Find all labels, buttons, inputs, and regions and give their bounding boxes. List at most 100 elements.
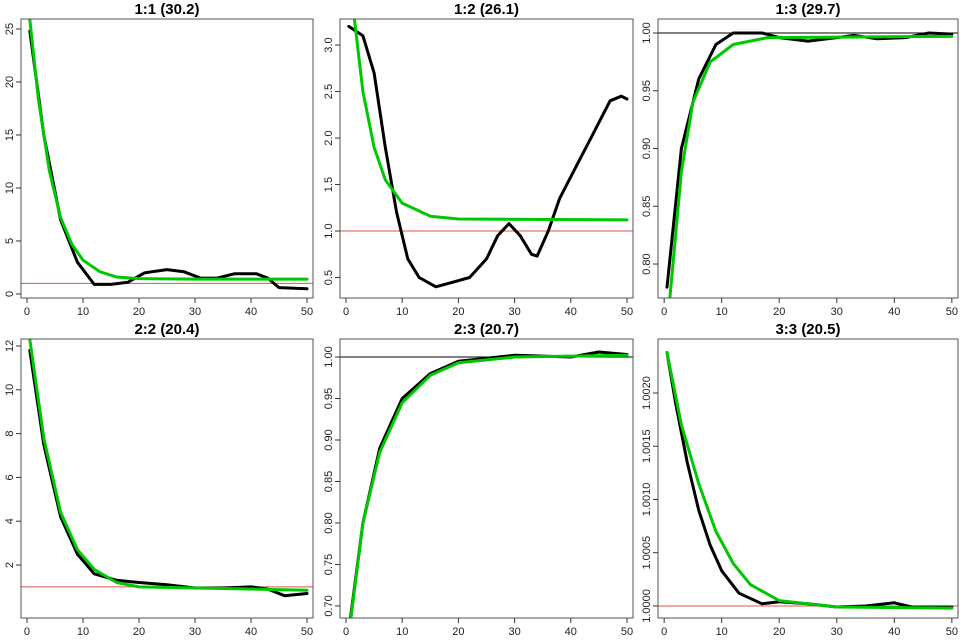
y-tick-label: 20 bbox=[4, 76, 16, 88]
x-tick-label: 50 bbox=[621, 306, 633, 318]
panel-title: 3:3 (20.5) bbox=[775, 321, 840, 338]
y-tick-label: 6 bbox=[4, 474, 16, 480]
y-tick-label: 25 bbox=[4, 23, 16, 35]
series-observed bbox=[28, 348, 309, 598]
x-tick-label: 40 bbox=[888, 306, 900, 318]
y-tick-label: 3.0 bbox=[323, 37, 335, 52]
panel-5: 2:3 (20.7) 0 10 20 30 40 50 0.70 0.75 0.80 0.85 0.9… bbox=[323, 321, 634, 638]
x-tick-label: 20 bbox=[133, 306, 145, 318]
y-tick-label: 1.00 bbox=[641, 22, 653, 43]
x-tick-label: 30 bbox=[831, 626, 843, 638]
plot-frame bbox=[339, 18, 634, 299]
x-tick-label: 10 bbox=[396, 626, 408, 638]
x-tick-label: 0 bbox=[24, 626, 30, 638]
y-tick-label: 2 bbox=[4, 562, 16, 568]
series-observed bbox=[665, 31, 954, 289]
y-tick-label: 10 bbox=[4, 384, 16, 396]
series-fit bbox=[668, 34, 954, 298]
y-tick-label: 0.95 bbox=[641, 80, 653, 101]
panel-title: 2:3 (20.7) bbox=[454, 321, 519, 338]
y-tick-label: 1.0010 bbox=[641, 483, 653, 517]
x-tick-label: 50 bbox=[621, 626, 633, 638]
x-tick-label: 50 bbox=[301, 626, 313, 638]
y-tick-label: 1.00 bbox=[323, 346, 335, 367]
y-tick-label: 1.0000 bbox=[641, 589, 653, 623]
plot-frame bbox=[20, 338, 314, 619]
y-tick-label: 12 bbox=[4, 340, 16, 352]
x-tick-label: 0 bbox=[661, 626, 667, 638]
panel-title: 1:3 (29.7) bbox=[775, 1, 840, 18]
plot-area bbox=[21, 19, 313, 291]
plot-frame bbox=[339, 338, 634, 619]
plot-area bbox=[340, 350, 633, 618]
panel-1: 1:1 (30.2) 0 10 20 30 40 50 0 5 10 15 20 25 bbox=[4, 1, 314, 318]
y-tick-label: 0.95 bbox=[323, 388, 335, 409]
x-tick-label: 40 bbox=[888, 626, 900, 638]
y-tick-label: 0.90 bbox=[323, 429, 335, 450]
y-tick-label: 0.70 bbox=[323, 595, 335, 616]
panel-2: 1:2 (26.1) 0 10 20 30 40 50 0.5 1.0 1.5 2.0 2.5 3.0 bbox=[323, 1, 634, 318]
series-observed bbox=[665, 351, 954, 609]
x-tick-label: 0 bbox=[661, 306, 667, 318]
y-tick-label: 0.5 bbox=[323, 270, 335, 285]
y-tick-label: 2.0 bbox=[323, 130, 335, 145]
y-tick-label: 0.80 bbox=[641, 253, 653, 274]
series-fit bbox=[349, 353, 629, 618]
x-tick-label: 10 bbox=[716, 626, 728, 638]
x-tick-label: 40 bbox=[565, 626, 577, 638]
y-tick-label: 1.5 bbox=[323, 177, 335, 192]
x-tick-label: 20 bbox=[133, 626, 145, 638]
y-tick-label: 4 bbox=[4, 518, 16, 524]
y-tick-label: 0.85 bbox=[323, 471, 335, 492]
x-tick-label: 40 bbox=[245, 626, 257, 638]
x-tick-label: 10 bbox=[77, 626, 89, 638]
series-fit bbox=[665, 351, 954, 610]
x-tick-label: 20 bbox=[773, 626, 785, 638]
x-tick-label: 50 bbox=[301, 306, 313, 318]
x-tick-label: 20 bbox=[452, 306, 464, 318]
panel-title: 1:2 (26.1) bbox=[454, 1, 519, 18]
plot-area bbox=[21, 339, 313, 598]
series-observed bbox=[348, 350, 629, 618]
y-tick-label: 0.75 bbox=[323, 554, 335, 575]
panel-3: 1:3 (29.7) 0 10 20 30 40 50 0.80 0.85 0.90 0.95 1.0… bbox=[641, 1, 959, 318]
x-tick-label: 30 bbox=[189, 306, 201, 318]
x-tick-label: 10 bbox=[396, 306, 408, 318]
plot-frame bbox=[20, 18, 314, 299]
series-observed bbox=[347, 24, 629, 289]
x-tick-label: 30 bbox=[508, 306, 520, 318]
x-tick-label: 40 bbox=[245, 306, 257, 318]
plot-area bbox=[340, 19, 633, 289]
y-tick-label: 0 bbox=[4, 291, 16, 297]
series-fit bbox=[28, 19, 309, 281]
y-tick-label: 10 bbox=[4, 182, 16, 194]
y-tick-label: 0.80 bbox=[323, 512, 335, 533]
y-tick-label: 15 bbox=[4, 129, 16, 141]
series-observed bbox=[28, 29, 309, 291]
panel-6: 3:3 (20.5) 0 10 20 30 40 50 1.0000 1.0005 1.0010 1… bbox=[641, 321, 959, 638]
x-tick-label: 30 bbox=[508, 626, 520, 638]
y-tick-label: 1.0 bbox=[323, 223, 335, 238]
y-tick-label: 0.85 bbox=[641, 196, 653, 217]
panel-title: 2:2 (20.4) bbox=[134, 321, 199, 338]
x-tick-label: 20 bbox=[452, 626, 464, 638]
y-tick-label: 1.0020 bbox=[641, 376, 653, 410]
x-tick-label: 0 bbox=[24, 306, 30, 318]
plot-frame bbox=[657, 18, 959, 299]
panel-title: 1:1 (30.2) bbox=[134, 1, 199, 18]
plot-area bbox=[658, 351, 958, 610]
panel-4: 2:2 (20.4) 0 10 20 30 40 50 2 4 6 8 10 12 bbox=[4, 321, 314, 638]
y-tick-label: 5 bbox=[4, 238, 16, 244]
y-tick-label: 1.0015 bbox=[641, 429, 653, 463]
x-tick-label: 10 bbox=[716, 306, 728, 318]
series-fit bbox=[352, 19, 629, 222]
x-tick-label: 20 bbox=[773, 306, 785, 318]
x-tick-label: 30 bbox=[189, 626, 201, 638]
x-tick-label: 50 bbox=[946, 306, 958, 318]
plot-frame bbox=[657, 338, 959, 619]
x-tick-label: 10 bbox=[77, 306, 89, 318]
series-fit bbox=[28, 339, 309, 592]
y-tick-label: 8 bbox=[4, 431, 16, 437]
x-tick-label: 0 bbox=[343, 626, 349, 638]
